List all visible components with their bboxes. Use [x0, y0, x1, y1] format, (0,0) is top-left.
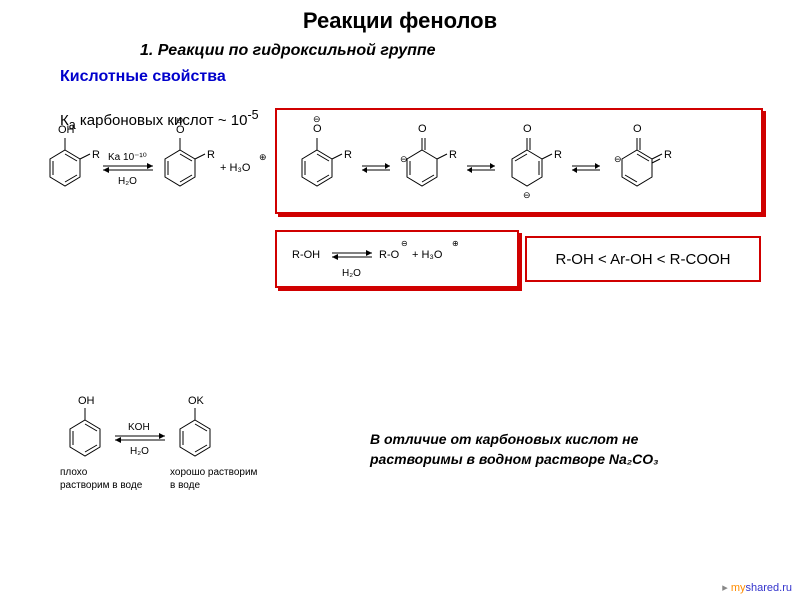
res-o-2: O: [418, 123, 427, 135]
subtitle: 1. Реакции по гидроксильной группе: [140, 42, 800, 60]
caption-left-1: плохо: [60, 467, 88, 478]
caption-right-1: хорошо растворим: [170, 467, 258, 478]
koh-reaction-scheme: OH KOH H₂O OK плохо растворим в воде хор…: [60, 390, 310, 525]
roh-left: R-OH: [292, 249, 320, 261]
roh-pos: ⊕: [452, 239, 459, 248]
koh-oh: OH: [78, 395, 95, 407]
res-r-4: R: [664, 149, 672, 161]
caption-left-2: растворим в воде: [60, 480, 143, 491]
neg-charge-1: ⊖: [176, 118, 184, 125]
res-r-2: R: [449, 149, 457, 161]
oh-label: OH: [58, 124, 75, 136]
res-o-1: O: [313, 123, 322, 135]
res-r-3: R: [554, 149, 562, 161]
res-neg-3: ⊖: [523, 190, 531, 200]
res-o-3: O: [523, 123, 532, 135]
koh-bottom: H₂O: [130, 446, 149, 457]
roh-neg: ⊖: [401, 239, 408, 248]
pos-charge-1: ⊕: [259, 152, 267, 162]
inequality-text: R-OH < Ar-OH < R-COOH: [555, 251, 730, 268]
res-o-4: O: [633, 123, 642, 135]
resonance-structures-box: O ⊖ R O ⊖ R O ⊖ R: [275, 108, 763, 214]
roh-equilibrium-box: R-OH H₂O R-O ⊖ + H₃O ⊕: [275, 230, 519, 288]
h3o-label: + H₃O: [220, 162, 251, 174]
page-title: Реакции фенолов: [0, 0, 800, 34]
note-line-1: В отличие от карбоновых кислот не: [370, 431, 638, 447]
caption-right-2: в воде: [170, 480, 200, 491]
res-neg-2: ⊖: [400, 154, 408, 164]
note-line-2: растворимы в водном растворе Na₂CO₃: [370, 451, 659, 467]
h2o-label-1: H₂O: [118, 176, 137, 187]
koh-top: KOH: [128, 422, 150, 433]
o-label: O: [176, 124, 185, 136]
wm-prefix: my: [731, 582, 746, 594]
res-neg-1: ⊖: [313, 114, 321, 124]
r-label-1: R: [92, 149, 100, 161]
section-label: Кислотные свойства: [60, 68, 800, 86]
watermark: ▸ myshared.ru: [722, 581, 792, 594]
roh-plus: + H₃O: [412, 249, 443, 261]
roh-solvent: H₂O: [342, 268, 361, 279]
solubility-note: В отличие от карбоновых кислот не раство…: [370, 430, 730, 469]
res-neg-4: ⊖: [614, 154, 622, 164]
ka-label: Ka 10⁻¹⁰: [108, 152, 147, 163]
koh-ok: OK: [188, 395, 205, 407]
acidity-inequality-box: R-OH < Ar-OH < R-COOH: [525, 236, 761, 282]
r-label-2: R: [207, 149, 215, 161]
wm-suffix: shared.ru: [746, 582, 792, 594]
roh-right: R-O: [379, 249, 400, 261]
phenol-ionization-scheme: OH R Ka 10⁻¹⁰ H₂O O ⊖ R + H₃O ⊕: [45, 118, 275, 223]
res-r-1: R: [344, 149, 352, 161]
